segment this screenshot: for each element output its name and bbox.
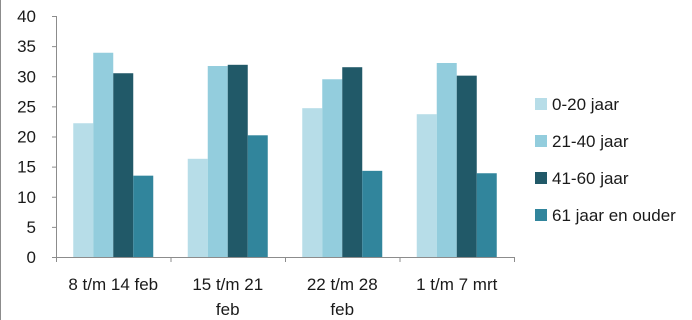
y-tick-label: 35 [17, 37, 36, 56]
x-category-label: feb [330, 300, 354, 319]
bar-21-40-jaar-1 [207, 66, 228, 257]
legend-swatch [535, 209, 547, 221]
bar-21-40-jaar-2 [322, 79, 343, 257]
legend-label: 41-60 jaar [552, 169, 629, 188]
x-category-label: feb [216, 300, 240, 319]
legend-swatch [535, 98, 547, 110]
bar-41-60-jaar-1 [227, 64, 248, 258]
bar-41-60-jaar-3 [456, 75, 477, 258]
y-axis: 0 5 10 15 20 25 30 35 40 [17, 7, 57, 267]
x-category-label: 15 t/m 21 [192, 275, 263, 294]
y-tick-label: 10 [17, 188, 36, 207]
y-tick-label: 25 [17, 97, 36, 116]
y-tick-label: 40 [17, 7, 36, 26]
frame-border [0, 0, 1, 320]
bars [73, 52, 497, 258]
bar-41-60-jaar-0 [113, 73, 134, 257]
x-axis: 8 t/m 14 feb 15 t/m 21 feb 22 t/m 28 feb 1 t/… [56, 257, 515, 319]
y-tick-label: 5 [27, 218, 36, 237]
legend-label: 61 jaar en ouder [552, 206, 676, 225]
x-category-label: 22 t/m 28 [307, 275, 378, 294]
y-tick-label: 15 [17, 158, 36, 177]
y-tick-label: 0 [27, 248, 36, 267]
bar-21-40-jaar-3 [436, 62, 457, 258]
legend-label: 0-20 jaar [552, 95, 619, 114]
x-category-label: 8 t/m 14 feb [68, 275, 158, 294]
bar-21-40-jaar-0 [93, 52, 114, 257]
bar-61-jaar-en-ouder-3 [476, 173, 497, 257]
x-category-label: 1 t/m 7 mrt [416, 275, 498, 294]
legend-label: 21-40 jaar [552, 132, 629, 151]
y-tick-label: 30 [17, 67, 36, 86]
bar-0-20-jaar-2 [302, 108, 323, 258]
bar-41-60-jaar-2 [342, 67, 363, 258]
bar-0-20-jaar-1 [187, 158, 208, 257]
y-tick-label: 20 [17, 128, 36, 147]
bar-61-jaar-en-ouder-2 [362, 170, 383, 257]
legend-swatch [535, 172, 547, 184]
bar-61-jaar-en-ouder-1 [247, 135, 268, 257]
bar-0-20-jaar-0 [73, 123, 94, 258]
legend-swatch [535, 135, 547, 147]
bar-61-jaar-en-ouder-0 [133, 175, 154, 257]
bar-0-20-jaar-3 [416, 114, 437, 258]
legend: 0-20 jaar 21-40 jaar 41-60 jaar 61 jaar en … [535, 95, 676, 225]
